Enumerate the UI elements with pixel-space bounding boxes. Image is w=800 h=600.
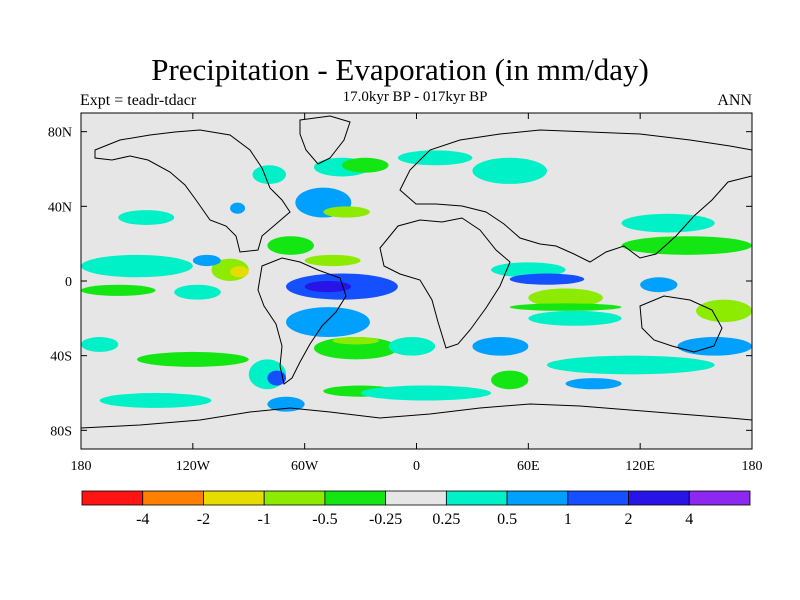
- colorbar-box-6: [445, 490, 508, 506]
- field-region-4: [174, 284, 221, 300]
- field-region-45: [565, 378, 622, 390]
- lon-tick-label-2: 60W: [291, 459, 319, 474]
- field-region-29: [360, 385, 492, 401]
- field-region-31: [509, 273, 585, 285]
- field-region-28: [267, 396, 305, 412]
- lon-tick-label-6: 180: [742, 459, 763, 474]
- field-region-17: [304, 281, 352, 293]
- colorbar-label-6: 0.5: [497, 511, 517, 528]
- colorbar-label-5: 0.25: [432, 511, 460, 528]
- coastline-eurasia: [399, 129, 752, 263]
- lon-tick-label-1: 120W: [176, 459, 211, 474]
- lon-tick-label-3: 0: [413, 459, 420, 474]
- field-region-32: [528, 288, 603, 308]
- colorbar-label-7: 1: [564, 511, 572, 528]
- experiment-label: Expt = teadr-tdacr: [80, 92, 197, 109]
- lon-tick-label-0: 180: [71, 459, 92, 474]
- lat-tick-label-1: 40N: [48, 200, 72, 215]
- season-label: ANN: [717, 92, 752, 109]
- colorbar-box-8: [567, 490, 629, 506]
- field-region-34: [528, 310, 622, 326]
- colorbar-label-0: -4: [136, 511, 149, 528]
- lat-tick-label-3: 40S: [50, 350, 72, 365]
- field-region-30: [491, 262, 566, 278]
- colorbar-box-1: [142, 490, 204, 506]
- field-region-35: [472, 337, 529, 356]
- field-region-0: [81, 254, 193, 278]
- field-region-44: [491, 370, 529, 390]
- lat-tick-label-4: 80S: [50, 424, 72, 439]
- field-layer: [81, 150, 752, 412]
- field-region-43: [397, 150, 473, 166]
- field-region-8: [252, 165, 287, 184]
- lon-tick-label-5: 120E: [625, 459, 655, 474]
- map-subtitle: 17.0kyr BP - 017kyr BP: [342, 89, 488, 105]
- field-region-13: [341, 157, 389, 173]
- coastline-africa-eurasia: [379, 217, 511, 349]
- colorbar-label-8: 2: [625, 511, 633, 528]
- colorbar-label-4: -0.25: [369, 511, 402, 528]
- field-region-5: [118, 210, 175, 226]
- coastline-antarctica: [81, 403, 752, 429]
- field-region-25: [267, 370, 287, 386]
- field-region-22: [136, 351, 249, 367]
- field-region-21: [388, 337, 436, 356]
- field-region-37: [621, 236, 752, 255]
- field-region-41: [677, 337, 752, 356]
- field-region-42: [472, 157, 547, 184]
- field-region-11: [323, 206, 370, 218]
- map-title: Precipitation - Evaporation (in mm/day): [151, 52, 649, 87]
- field-region-3: [230, 266, 249, 278]
- field-region-36: [546, 355, 715, 375]
- colorbar-box-10: [688, 490, 751, 506]
- lon-tick-label-4: 60E: [517, 459, 540, 474]
- field-region-19: [313, 337, 398, 360]
- lat-tick-label-2: 0: [65, 275, 72, 290]
- colorbar: -4 -2 -1 -0.5 -0.25 0.25 0.5 1 2 4: [81, 490, 751, 528]
- field-region-38: [621, 213, 715, 233]
- field-region-23: [81, 337, 119, 352]
- field-region-7: [230, 202, 246, 214]
- coastline-north-america: [94, 129, 291, 253]
- colorbar-box-3: [263, 490, 326, 506]
- axis-layer: 180 120W 60W 0 60E 120E 180 80N 40N 0 40S 80S: [48, 113, 763, 474]
- field-region-14: [267, 236, 314, 255]
- colorbar-box-2: [203, 490, 265, 506]
- lat-tick-label-0: 80N: [48, 126, 72, 141]
- colorbar-label-3: -0.5: [312, 511, 337, 528]
- field-region-1: [81, 284, 156, 296]
- coastline-australia: [639, 295, 723, 353]
- field-region-33: [509, 303, 622, 311]
- colorbar-box-7: [506, 490, 569, 506]
- field-region-39: [640, 277, 678, 293]
- colorbar-box-4: [324, 490, 387, 506]
- colorbar-box-9: [628, 490, 690, 506]
- coastline-greenland: [299, 115, 351, 165]
- coastlines: [81, 115, 752, 429]
- field-region-6: [192, 254, 221, 267]
- field-region-40: [696, 299, 752, 323]
- colorbar-box-0: [81, 490, 144, 506]
- colorbar-label-9: 4: [685, 511, 693, 528]
- coastline-south-america: [257, 257, 347, 385]
- colorbar-label-1: -2: [197, 511, 210, 528]
- field-region-18: [286, 307, 370, 338]
- colorbar-box-5: [385, 490, 447, 506]
- field-region-15: [304, 254, 361, 267]
- field-region-20: [332, 337, 380, 345]
- colorbar-label-2: -1: [258, 511, 271, 528]
- field-region-27: [99, 393, 212, 408]
